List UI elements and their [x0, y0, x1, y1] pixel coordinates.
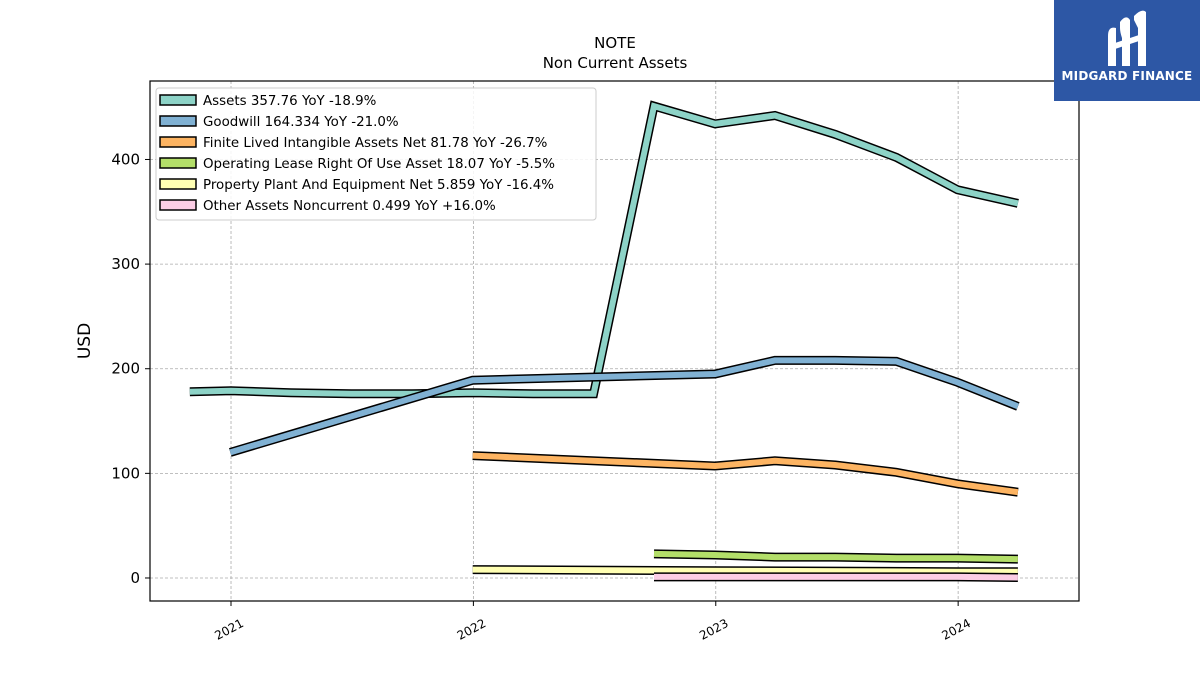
y-tick-label: 200 [111, 360, 140, 378]
x-tick-label: 2023 [697, 616, 731, 643]
y-axis-ticks: 0 100 200 300 400 [111, 150, 150, 587]
legend-entry: Assets 357.76 YoY -18.9% [159, 94, 376, 109]
series-lines [189, 100, 1020, 582]
y-tick-label: 100 [111, 464, 140, 482]
legend-swatch [159, 199, 197, 211]
legend-label: Operating Lease Right Of Use Asset 18.07… [203, 157, 555, 172]
y-tick-label: 0 [130, 569, 140, 587]
legend-entry: Finite Lived Intangible Assets Net 81.78… [159, 136, 547, 151]
legend-swatch [159, 94, 197, 106]
plot-frame [149, 80, 1080, 602]
x-tick-label: 2022 [455, 616, 489, 643]
y-axis-label: USD [75, 323, 95, 359]
series-line-6 [654, 572, 1018, 582]
series-stroke [654, 573, 1018, 581]
brand-name: MIDGARD FINANCE [1061, 69, 1193, 83]
x-tick-label: 2021 [212, 616, 246, 643]
legend-swatch [159, 178, 197, 190]
series-line-3 [472, 451, 1019, 497]
series-stroke [653, 550, 1018, 563]
legend-label: Assets 357.76 YoY -18.9% [203, 94, 376, 109]
series-line-4 [653, 549, 1018, 564]
chart-title: NOTE [594, 34, 636, 52]
legend-swatch [159, 157, 197, 169]
brand-mark-icon [1108, 10, 1146, 67]
legend-label: Goodwill 164.334 YoY -21.0% [203, 115, 399, 130]
legend-entry: Property Plant And Equipment Net 5.859 Y… [159, 178, 554, 193]
legend-swatch [159, 115, 197, 127]
legend-label: Finite Lived Intangible Assets Net 81.78… [203, 136, 547, 151]
legend: Assets 357.76 YoY -18.9% Goodwill 164.334… [155, 87, 597, 221]
series-stroke [229, 357, 1020, 456]
legend-swatch [159, 136, 197, 148]
legend-entry: Other Assets Noncurrent 0.499 YoY +16.0% [159, 199, 496, 214]
series-stroke [472, 566, 1018, 575]
x-axis-ticks: 2021 2022 2023 2024 [212, 601, 973, 643]
legend-entry: Goodwill 164.334 YoY -21.0% [159, 115, 399, 130]
y-tick-label: 300 [111, 255, 140, 273]
series-stroke [189, 102, 1019, 397]
brand-logo: MIDGARD FINANCE [1054, 0, 1200, 101]
series-stroke [472, 452, 1019, 496]
y-tick-label: 400 [111, 150, 140, 168]
series-line-5 [472, 565, 1018, 577]
legend-box [155, 87, 597, 221]
series-line-1 [189, 100, 1019, 399]
x-tick-label: 2024 [939, 616, 973, 643]
legend-label: Other Assets Noncurrent 0.499 YoY +16.0% [203, 199, 496, 214]
series-line-2 [229, 355, 1020, 457]
legend-label: Property Plant And Equipment Net 5.859 Y… [203, 178, 554, 193]
legend-entry: Operating Lease Right Of Use Asset 18.07… [159, 157, 555, 172]
chart-subtitle: Non Current Assets [543, 54, 688, 72]
